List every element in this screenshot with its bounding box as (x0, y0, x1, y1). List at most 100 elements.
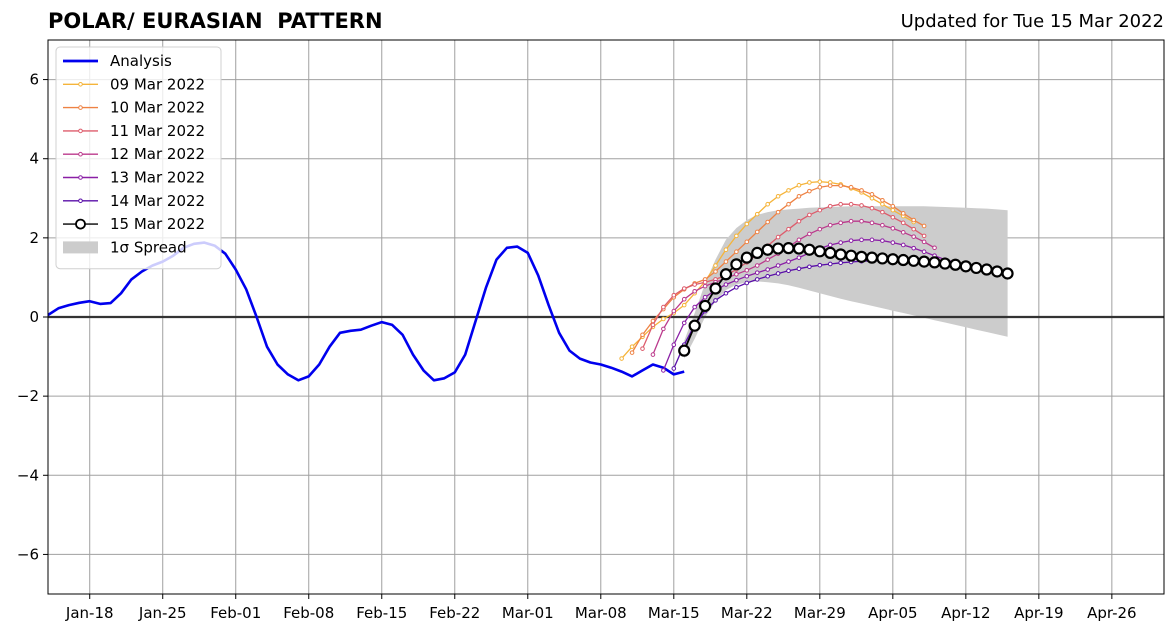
forecast-point (817, 262, 823, 268)
forecast-point (869, 220, 875, 226)
forecast-point (900, 242, 906, 248)
forecast-point (928, 256, 941, 269)
forecast-point (817, 184, 823, 190)
legend-label: 09 Mar 2022 (110, 75, 205, 93)
forecast-point (900, 220, 906, 226)
forecast-point (734, 249, 739, 255)
forecast-point (629, 350, 635, 355)
forecast-point (713, 263, 718, 268)
forecast-point (661, 368, 666, 373)
forecast-point (859, 237, 864, 243)
forecast-point (678, 344, 691, 357)
forecast-point (991, 265, 1004, 278)
legend-label: 15 Mar 2022 (110, 215, 205, 233)
forecast-point (713, 269, 718, 274)
forecast-point (932, 245, 937, 251)
legend-label: Analysis (110, 52, 172, 70)
forecast-point (671, 342, 677, 348)
y-tick-label: 0 (29, 308, 39, 326)
forecast-point (890, 226, 896, 231)
forecast-point (765, 219, 770, 225)
forecast-point (1001, 267, 1014, 280)
legend-swatch (63, 241, 98, 254)
legend-marker (78, 151, 83, 157)
legend-label: 10 Mar 2022 (110, 99, 205, 117)
forecast-point (796, 237, 802, 243)
x-tick-label: Jan-18 (65, 604, 114, 622)
forecast-point (775, 271, 781, 276)
forecast-point (619, 356, 624, 361)
forecast-point (765, 257, 770, 262)
forecast-point (734, 271, 739, 277)
forecast-point (786, 226, 791, 232)
forecast-point (859, 203, 864, 208)
forecast-point (845, 249, 858, 262)
forecast-point (698, 299, 712, 313)
forecast-point (869, 195, 875, 201)
forecast-point (754, 229, 760, 235)
forecast-point (692, 282, 697, 287)
forecast-point (796, 194, 802, 199)
forecast-point (859, 188, 864, 193)
forecast-point (723, 247, 729, 253)
forecast-point (751, 246, 764, 259)
forecast-point (744, 221, 750, 227)
forecast-point (907, 254, 920, 267)
x-tick-label: Apr-26 (1087, 604, 1137, 622)
forecast-point (900, 211, 906, 216)
forecast-point (671, 308, 677, 314)
forecast-point (681, 302, 687, 308)
forecast-point (834, 248, 847, 261)
forecast-point (775, 234, 781, 240)
x-tick-label: Feb-01 (210, 604, 261, 622)
forecast-point (775, 194, 781, 199)
forecast-point (692, 304, 697, 310)
forecast-point (730, 258, 743, 271)
forecast-point (796, 266, 802, 272)
forecast-point (838, 201, 843, 207)
forecast-point (719, 268, 733, 281)
forecast-point (681, 296, 687, 302)
forecast-point (921, 233, 927, 239)
legend-label: 12 Mar 2022 (110, 145, 205, 163)
updated-date-label: Updated for Tue 15 Mar 2022 (900, 11, 1164, 32)
forecast-point (900, 230, 906, 235)
legend-marker (78, 82, 83, 87)
x-tick-label: Mar-15 (648, 604, 700, 622)
forecast-point (827, 242, 833, 248)
forecast-point (681, 320, 687, 326)
x-tick-label: Mar-01 (502, 604, 554, 622)
x-tick-label: Mar-08 (575, 604, 627, 622)
forecast-point (640, 332, 645, 338)
legend-label: 14 Mar 2022 (110, 192, 205, 210)
forecast-point (786, 201, 791, 207)
forecast-point (771, 242, 785, 255)
forecast-point (859, 218, 864, 224)
forecast-point (880, 201, 885, 207)
x-tick-label: Apr-19 (1014, 604, 1064, 622)
forecast-point (807, 231, 812, 237)
forecast-point (796, 218, 802, 224)
forecast-point (650, 322, 656, 328)
forecast-point (918, 255, 931, 268)
legend-label: 1σ Spread (110, 238, 187, 256)
forecast-point (740, 251, 753, 264)
legend-marker (75, 218, 86, 230)
forecast-point (876, 252, 889, 265)
forecast-point (827, 183, 833, 188)
forecast-point (890, 207, 896, 213)
forecast-point (702, 294, 708, 300)
y-tick-label: −4 (17, 466, 39, 484)
legend-marker (78, 175, 83, 180)
forecast-point (681, 286, 687, 291)
y-tick-label: −2 (17, 387, 39, 405)
forecast-point (869, 192, 875, 197)
x-tick-label: Feb-22 (429, 604, 480, 622)
forecast-point (775, 209, 781, 215)
forecast-point (921, 223, 927, 229)
forecast-point (817, 226, 823, 232)
forecast-point (688, 319, 701, 332)
legend-marker (78, 198, 83, 204)
forecast-point (921, 239, 927, 245)
forecast-point (880, 222, 885, 228)
